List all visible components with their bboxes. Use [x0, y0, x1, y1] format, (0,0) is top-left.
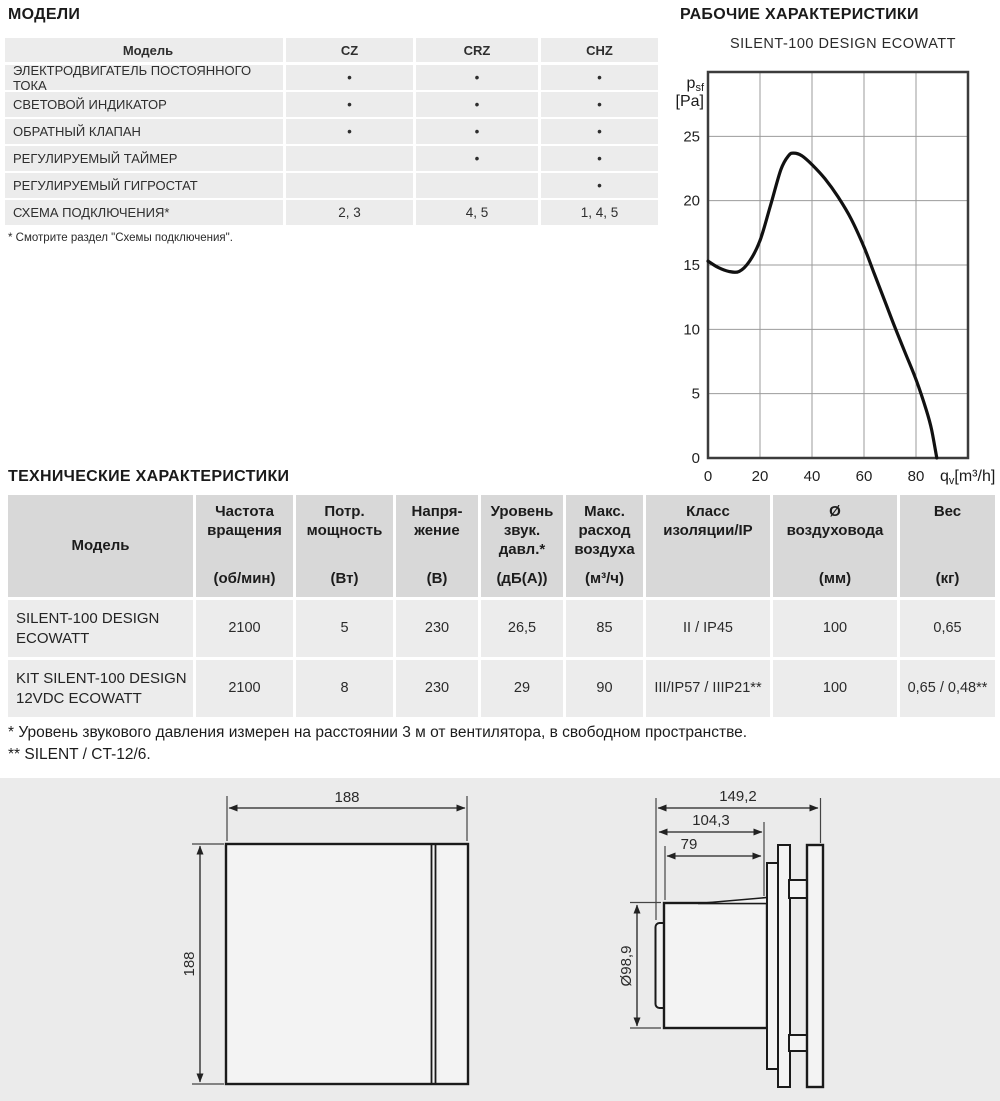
tech-table-footnotes: * Уровень звукового давления измерен на …	[8, 722, 747, 767]
tech-row-value: 8	[296, 660, 393, 717]
side-total-depth-dimension: 149,2	[719, 788, 757, 805]
models-row-value: •	[541, 65, 658, 90]
svg-text:15: 15	[683, 257, 700, 274]
models-row-feature: ОБРАТНЫЙ КЛАПАН	[5, 119, 283, 144]
models-row-feature: СВЕТОВОЙ ИНДИКАТОР	[5, 92, 283, 117]
duct-tube	[662, 901, 769, 1030]
panel-spacer-top	[788, 879, 809, 899]
performance-chart: SILENT-100 DESIGN ECOWATT psf [Pa] qv[m³…	[676, 36, 996, 487]
models-row-value: •	[541, 146, 658, 171]
svg-text:0: 0	[692, 450, 700, 467]
models-row-feature: ЭЛЕКТРОДВИГАТЕЛЬ ПОСТОЯННОГО ТОКА	[5, 63, 283, 93]
panel-spacer-bottom	[788, 1034, 809, 1052]
front-height-dimension: 188	[181, 951, 198, 976]
models-row-value: •	[416, 119, 538, 144]
svg-text:40: 40	[804, 468, 821, 485]
tech-header-duct-diameter: Ø воздуховода (мм)	[773, 495, 897, 597]
svg-text:10: 10	[683, 321, 700, 338]
y-axis-unit: [Pa]	[676, 93, 704, 110]
side-view-drawing: 149,2 104,3 79 Ø98,9	[618, 788, 825, 1089]
models-table-header-chz: CHZ	[541, 38, 658, 62]
tech-row-value: III/IP57 / IIIP21**	[646, 660, 770, 717]
back-plate	[777, 844, 791, 1088]
models-row-value	[416, 173, 538, 198]
front-cover-side	[805, 843, 825, 1089]
tech-row-model: SILENT-100 DESIGN ECOWATT	[8, 600, 193, 657]
tech-row-value: 230	[396, 600, 478, 657]
side-duct-diameter-dimension: Ø98,9	[618, 946, 635, 987]
svg-text:20: 20	[752, 468, 769, 485]
front-panel-outline	[224, 842, 470, 1086]
tech-row-value: 85	[566, 600, 643, 657]
svg-text:0: 0	[704, 468, 712, 485]
tech-row-value: 2100	[196, 660, 293, 717]
models-row-value	[286, 173, 413, 198]
tech-footnote-2: ** SILENT / CT-12/6.	[8, 746, 151, 764]
models-table: Модель CZ CRZ CHZ ЭЛЕКТРОДВИГАТЕЛЬ ПОСТО…	[5, 38, 658, 225]
tech-row-model: KIT SILENT-100 DESIGN 12VDC ECOWATT	[8, 660, 193, 717]
models-row-feature: РЕГУЛИРУЕМЫЙ ГИГРОСТАТ	[5, 173, 283, 198]
svg-text:5: 5	[692, 386, 700, 403]
tech-table: Модель Частота вращения (об/мин) Потр. м…	[8, 495, 995, 717]
models-table-header-crz: CRZ	[416, 38, 538, 62]
tech-row-value: 100	[773, 660, 897, 717]
performance-section-heading: РАБОЧИЕ ХАРАКТЕРИСТИКИ	[680, 6, 919, 23]
tech-header-model: Модель	[8, 495, 193, 597]
tech-footnote-1: * Уровень звукового давления измерен на …	[8, 724, 748, 741]
tech-section-heading: ТЕХНИЧЕСКИЕ ХАРАКТЕРИСТИКИ	[8, 468, 290, 485]
models-row-value: •	[541, 119, 658, 144]
tech-row-value: 90	[566, 660, 643, 717]
svg-text:25: 25	[683, 128, 700, 145]
tech-row-value: 230	[396, 660, 478, 717]
tech-header-sound: Уровень звук. давл.* (дБ(А))	[481, 495, 563, 597]
tech-row-value: 2100	[196, 600, 293, 657]
models-row-value: 1, 4, 5	[541, 200, 658, 225]
chart-title: SILENT-100 DESIGN ECOWATT	[730, 36, 956, 52]
models-row-value: •	[286, 92, 413, 117]
side-duct-length-dimension: 79	[681, 836, 698, 853]
tech-header-power: Потр. мощность (Вт)	[296, 495, 393, 597]
tech-header-speed: Частота вращения (об/мин)	[196, 495, 293, 597]
models-section-heading: МОДЕЛИ	[8, 6, 81, 23]
models-row-value: •	[416, 65, 538, 90]
models-row-value: •	[541, 92, 658, 117]
tech-header-weight: Вес (кг)	[900, 495, 995, 597]
models-row-value	[286, 146, 413, 171]
tech-row-value: 5	[296, 600, 393, 657]
models-row-value: •	[416, 92, 538, 117]
y-axis-label: psf	[687, 75, 705, 94]
tech-row-value: 29	[481, 660, 563, 717]
tech-header-insulation: Класс изоляции/IP	[646, 495, 770, 597]
tech-row-value: 100	[773, 600, 897, 657]
models-row-value: •	[286, 119, 413, 144]
models-table-footnote: * Смотрите раздел "Схемы подключения".	[8, 232, 233, 244]
dimension-drawings: 188 188 149,2 104,3	[0, 778, 1000, 1101]
tech-row-value: 26,5	[481, 600, 563, 657]
chart-plot-area: 0 20 40 60 80 0 5 10 15 20 25	[683, 70, 970, 485]
svg-text:60: 60	[856, 468, 873, 485]
tech-row-value: 0,65 / 0,48**	[900, 660, 995, 717]
side-mid-depth-dimension: 104,3	[692, 812, 730, 829]
x-axis-label: qv[m³/h]	[940, 468, 995, 487]
front-width-dimension: 188	[334, 789, 359, 806]
models-row-feature: РЕГУЛИРУЕМЫЙ ТАЙМЕР	[5, 146, 283, 171]
svg-text:80: 80	[908, 468, 925, 485]
models-row-value: 2, 3	[286, 200, 413, 225]
models-row-value: •	[541, 173, 658, 198]
models-row-value: •	[416, 146, 538, 171]
models-table-header-feature: Модель	[5, 38, 283, 62]
models-row-value: •	[286, 65, 413, 90]
front-view-drawing: 188 188	[181, 789, 470, 1086]
mounting-plate	[766, 862, 779, 1070]
svg-text:20: 20	[683, 193, 700, 210]
tech-header-voltage: Напря- жение (В)	[396, 495, 478, 597]
models-row-feature: СХЕМА ПОДКЛЮЧЕНИЯ*	[5, 200, 283, 225]
tech-header-airflow: Макс. расход воздуха (м³/ч)	[566, 495, 643, 597]
tech-row-value: II / IP45	[646, 600, 770, 657]
tech-row-value: 0,65	[900, 600, 995, 657]
models-row-value: 4, 5	[416, 200, 538, 225]
drawings-background	[0, 778, 1000, 1101]
models-table-header-cz: CZ	[286, 38, 413, 62]
